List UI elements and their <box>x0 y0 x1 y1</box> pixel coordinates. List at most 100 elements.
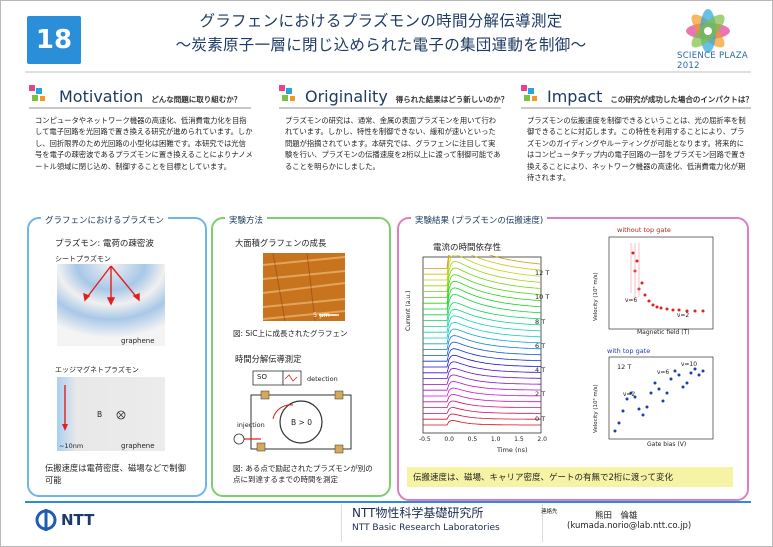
current-trace <box>423 274 542 298</box>
field-labels: 12 T 10 T 8 T 6 T 4 T 2 T 0 T <box>535 261 549 431</box>
ntt-logo-icon <box>35 509 57 531</box>
velocity-vs-field-chart <box>608 236 714 330</box>
current-y-axis-label: Current (a.u.) <box>405 290 412 331</box>
velocity-vs-gate-chart <box>608 356 714 440</box>
b-field-label: B <box>97 410 103 419</box>
originality-header: Originality 得られた結果はどう新しいのか？ <box>305 87 508 109</box>
motivation-rule <box>29 107 251 109</box>
contact-email: (kumada.norio@lab.ntt.co.jp) <box>567 521 692 531</box>
current-trace <box>423 413 541 420</box>
current-x-axis-label: Time (ns) <box>497 446 528 454</box>
measure-caption: 図: ある点で励起されたプラズモンが別の点に到達するまでの時間を測定 <box>233 464 373 484</box>
current-trace <box>423 407 541 414</box>
impact-title: Impact <box>547 87 603 106</box>
top-nu6: ν=6 <box>625 297 638 304</box>
bottom-nu6: ν=6 <box>657 369 670 376</box>
field-label: 2 T <box>535 390 546 399</box>
originality-title: Originality <box>305 87 388 106</box>
current-heading: 電流の時間依存性 <box>433 243 502 253</box>
motivation-title: Motivation <box>59 87 144 106</box>
current-trace <box>423 308 542 327</box>
impact-subtitle: この研究が成功した場合のインパクトは？ <box>610 95 753 104</box>
current-trace <box>423 280 542 304</box>
current-trace <box>423 367 541 379</box>
contact-name: 熊田 倫雄 <box>595 511 638 521</box>
current-trace <box>423 321 542 339</box>
field-label: 10 T <box>535 293 550 302</box>
graphene-panel-title: グラフェンにおけるプラズモン <box>41 214 168 226</box>
motivation-subtitle: どんな問題に取り組むか？ <box>151 95 242 104</box>
bottom-12T: 12 T <box>617 363 632 371</box>
graphene-caption: 伝搬速度は電荷密度、磁場などで制御可能 <box>45 463 186 485</box>
b-gt-zero-label: B > 0 <box>291 418 312 427</box>
originality-body: プラズモンの研究は、通常、金属の表面プラズモンを用いて行われています。しかし、特… <box>285 116 501 171</box>
originality-icon <box>279 85 295 101</box>
title-line-2: 〜炭素原子一層に閉じ込められた電子の集団運動を制御〜 <box>175 36 587 54</box>
current-trace <box>423 354 541 368</box>
top-chart-ylabel: Velocity (10⁵ m/s) <box>593 272 599 321</box>
logo-text: SCIENCE PLAZA 2012 <box>677 51 748 71</box>
current-trace <box>423 394 541 403</box>
x-tick: 1.5 <box>514 436 524 443</box>
science-plaza-logo <box>686 9 730 53</box>
graphene-label-2: graphene <box>121 442 155 450</box>
current-x-ticks: -0.5 0.0 0.5 1.0 1.5 2.0 <box>419 436 547 443</box>
current-trace <box>423 381 541 391</box>
current-trace <box>423 420 541 426</box>
bottom-nu2: ν=2 <box>623 391 636 398</box>
field-label: 0 T <box>535 414 546 423</box>
lab-name-jp: NTT物性科学基礎研究所 <box>352 506 484 520</box>
method-panel <box>211 217 391 497</box>
measure-heading: 時間分解伝導測定 <box>235 354 302 364</box>
results-summary: 伝搬速度は、磁場、キャリア密度、ゲートの有無で2桁に渡って変化 <box>407 467 733 487</box>
current-trace <box>423 328 541 345</box>
field-label: 4 T <box>535 366 546 375</box>
poster-number: 18 <box>27 16 81 64</box>
motivation-icon <box>29 85 45 101</box>
motivation-body: コンピュータやネットワーク機器の高速化、低消費電力化を目指して電子回路を光回路で… <box>35 116 253 171</box>
bottom-chart-xlabel: Gate bias (V) <box>647 441 687 448</box>
current-trace <box>423 302 542 321</box>
x-tick: 0.0 <box>444 436 454 443</box>
x-tick: 1.0 <box>490 436 501 443</box>
originality-subtitle: 得られた結果はどう新しいのか？ <box>395 95 509 104</box>
measurement-schematic <box>233 370 352 454</box>
edge-plasmon-label: エッジマグネトプラズモン <box>55 366 139 374</box>
impact-icon <box>521 85 537 101</box>
current-trace <box>423 374 541 385</box>
detection-label: detection <box>307 375 338 383</box>
injection-label: injection <box>237 421 265 429</box>
bottom-chart-title: with top gate <box>607 347 651 355</box>
bottom-nu10: ν=10 <box>681 361 698 368</box>
top-nu2: ν=2 <box>677 312 690 319</box>
x-tick: 2.0 <box>537 436 547 443</box>
x-tick: -0.5 <box>419 436 431 443</box>
current-traces-chart <box>422 255 542 434</box>
afm-image <box>263 253 345 321</box>
contact-label: 連絡先 <box>541 509 558 515</box>
growth-caption: 図: SiC上に成長されたグラフェン <box>233 329 348 338</box>
current-trace <box>423 335 542 350</box>
current-trace <box>423 315 542 333</box>
growth-heading: 大面積グラフェンの成長 <box>235 238 327 248</box>
graphene-label-1: graphene <box>121 337 155 345</box>
current-trace <box>423 255 542 275</box>
current-trace <box>423 255 542 281</box>
results-panel-title: 実験結果 (プラズモンの伝搬速度) <box>411 214 548 226</box>
scale-10nm: ~10nm <box>59 442 84 450</box>
impact-body: プラズモンの伝搬速度を制御できるということは、光の屈折率を制御できることに対応し… <box>527 116 746 183</box>
current-trace <box>423 400 541 408</box>
poster-title: グラフェンにおけるプラズモンの時間分解伝導測定 〜炭素原子一層に閉じ込められた電… <box>101 9 661 57</box>
graphene-heading: プラズモン: 電荷の疎密波 <box>55 239 154 249</box>
method-panel-title: 実験方法 <box>225 214 268 226</box>
impact-rule <box>521 107 751 109</box>
current-trace <box>423 387 541 397</box>
ntt-wordmark: NTT <box>61 511 95 529</box>
sheet-plasmon-label: シートプラズモン <box>55 255 111 263</box>
sheet-plasmon-figure <box>57 264 165 346</box>
edge-plasmon-figure <box>57 377 165 451</box>
current-trace <box>423 341 541 356</box>
impact-header: Impact この研究が成功した場合のインパクトは？ <box>547 87 753 109</box>
field-label: 8 T <box>535 317 546 326</box>
